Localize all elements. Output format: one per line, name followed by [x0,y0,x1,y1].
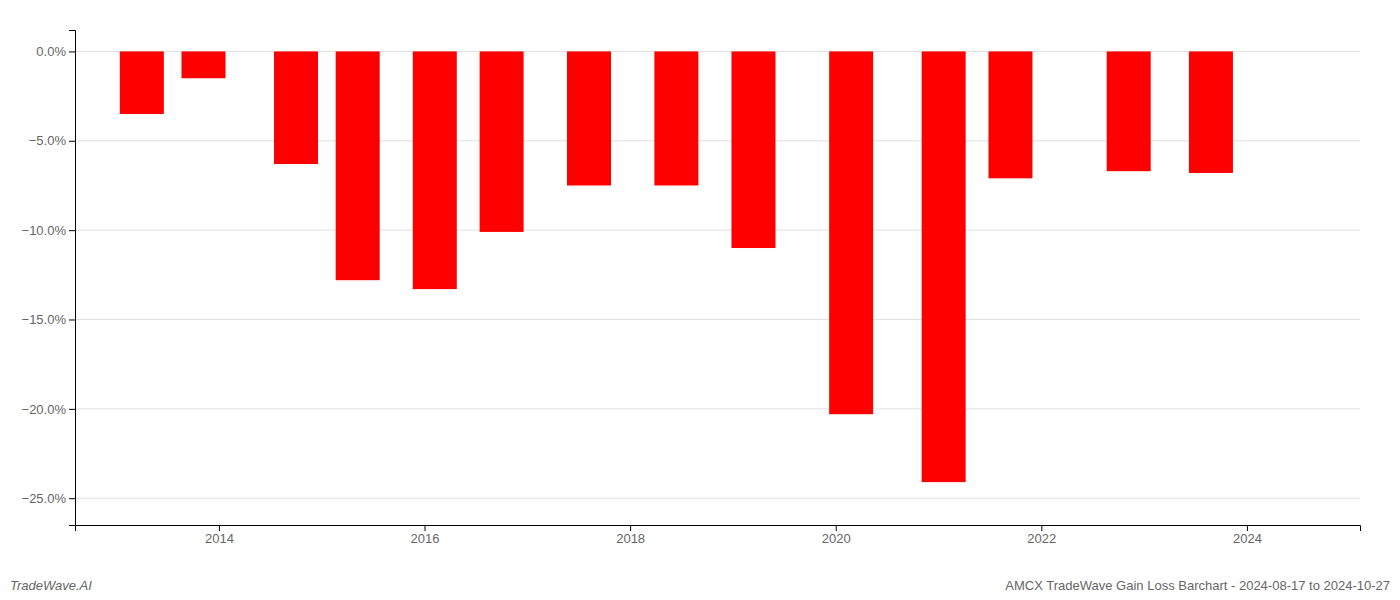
grid-line [75,319,1360,320]
y-tick-label: −25.0% [22,491,67,506]
x-tick-mark [219,525,220,531]
y-tick-label: −10.0% [22,223,67,238]
footer-text: AMCX TradeWave Gain Loss Barchart - 2024… [1005,578,1390,593]
x-axis-line [76,526,1361,532]
bars [120,51,1233,482]
y-tick: −15.0% [22,312,75,327]
x-tick: 2018 [616,525,645,546]
y-tick: 0.0% [36,44,75,59]
bar [731,51,775,248]
y-tick: −10.0% [22,223,75,238]
bar [988,51,1032,178]
x-tick-label: 2016 [411,531,440,546]
y-tick-label: 0.0% [36,44,66,59]
y-tick: −5.0% [29,133,75,148]
bar [182,51,226,78]
bar [829,51,873,414]
x-axis: 2014 2016 2018 2020 2022 2024 [76,525,1361,546]
y-tick-mark [69,409,75,410]
footer-text: TradeWave.AI [10,578,92,593]
x-tick: 2022 [1027,525,1056,546]
x-tick-mark [836,525,837,531]
x-tick-label: 2024 [1233,531,1262,546]
x-tick-label: 2020 [822,531,851,546]
bar [567,51,611,185]
bar [480,51,524,231]
bar [336,51,380,280]
x-tick: 2016 [411,525,440,546]
y-axis: 0.0% −5.0% −10.0% −15.0% −20.0% −25.0% [22,31,76,526]
x-tick-label: 2014 [205,531,234,546]
x-tick-mark [630,525,631,531]
y-tick-mark [69,319,75,320]
x-tick: 2014 [205,525,234,546]
bar [1107,51,1151,171]
bar [413,51,457,289]
x-tick-mark [1247,525,1248,531]
grid-line [75,230,1360,231]
bar [922,51,966,482]
y-tick-label: −20.0% [22,402,67,417]
plot-area: 0.0%−5.0%−10.0%−15.0%−20.0%−25.0%2014201… [22,31,1361,547]
y-tick: −20.0% [22,402,75,417]
y-tick-label: −15.0% [22,312,67,327]
x-tick: 2024 [1233,525,1262,546]
y-tick: −25.0% [22,491,75,506]
y-tick-mark [69,141,75,142]
bar [1189,51,1233,173]
bar [120,51,164,114]
grid [75,51,1360,498]
grid-line [75,498,1360,499]
bar [274,51,318,164]
grid-line [75,140,1360,141]
y-tick-label: −5.0% [29,133,67,148]
x-tick-label: 2018 [616,531,645,546]
y-axis-line [69,31,76,526]
x-tick-label: 2022 [1027,531,1056,546]
bar [654,51,698,185]
grid-line [75,408,1360,409]
x-tick: 2020 [822,525,851,546]
y-tick-mark [69,51,75,52]
chart: 0.0%−5.0%−10.0%−15.0%−20.0%−25.0%2014201… [0,0,1400,600]
grid-line [75,51,1360,52]
x-tick-mark [1041,525,1042,531]
y-tick-mark [69,230,75,231]
x-tick-mark [425,525,426,531]
y-tick-mark [69,498,75,499]
